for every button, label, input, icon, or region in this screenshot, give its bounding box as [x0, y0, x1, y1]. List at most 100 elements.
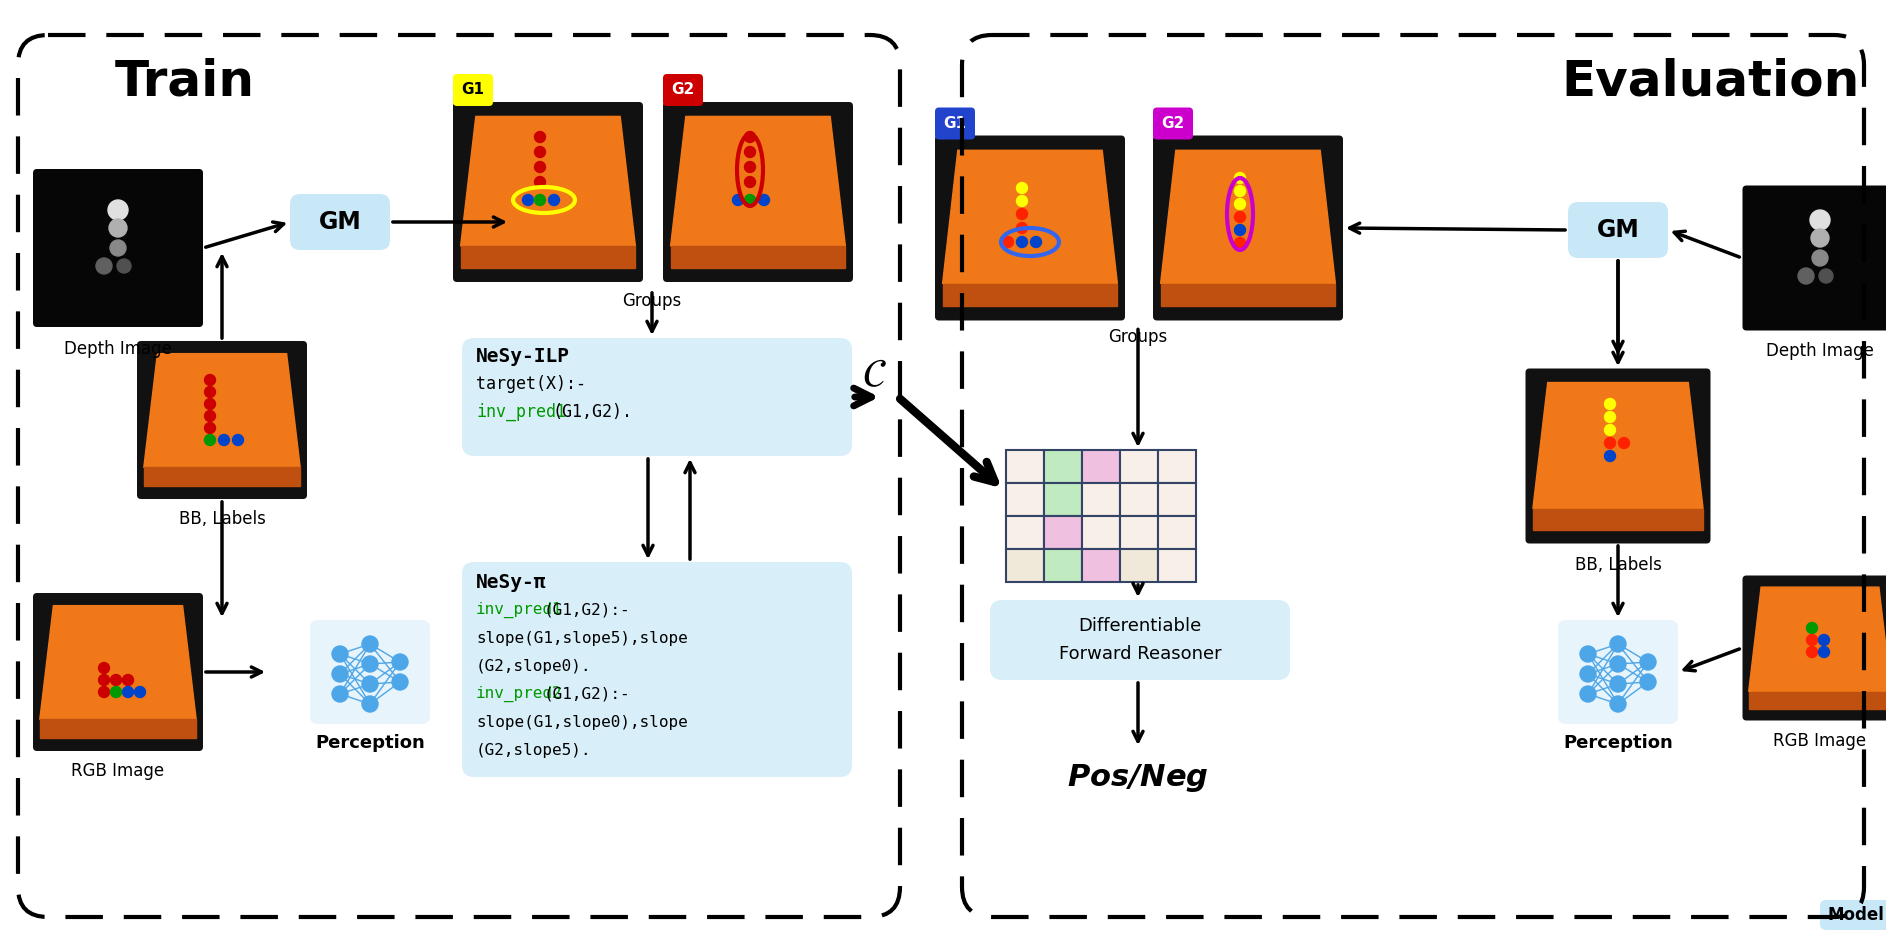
- Text: Evaluation: Evaluation: [1562, 58, 1860, 106]
- Circle shape: [362, 636, 377, 652]
- Circle shape: [111, 674, 121, 686]
- Circle shape: [109, 240, 126, 256]
- Text: BB, Labels: BB, Labels: [1575, 556, 1662, 574]
- Polygon shape: [460, 246, 636, 268]
- Polygon shape: [1533, 382, 1703, 509]
- Text: RGB Image: RGB Image: [72, 762, 164, 780]
- Circle shape: [745, 161, 756, 172]
- Polygon shape: [143, 467, 300, 486]
- Circle shape: [1017, 236, 1028, 248]
- Polygon shape: [1160, 284, 1335, 306]
- Circle shape: [123, 674, 134, 686]
- Bar: [1005, 549, 1045, 582]
- Text: NeSy-π: NeSy-π: [475, 573, 547, 592]
- FancyBboxPatch shape: [453, 74, 492, 106]
- Circle shape: [1017, 183, 1028, 193]
- Circle shape: [111, 687, 121, 697]
- Circle shape: [1641, 674, 1656, 690]
- Text: (G1,G2):-: (G1,G2):-: [543, 687, 630, 702]
- Polygon shape: [1533, 509, 1703, 529]
- Circle shape: [1235, 172, 1245, 184]
- FancyBboxPatch shape: [290, 194, 390, 250]
- Circle shape: [204, 411, 215, 421]
- Text: $\mathcal{C}$: $\mathcal{C}$: [862, 356, 886, 394]
- FancyBboxPatch shape: [1820, 900, 1886, 930]
- FancyBboxPatch shape: [32, 169, 204, 327]
- Circle shape: [1580, 646, 1596, 662]
- Bar: [1120, 450, 1158, 483]
- FancyBboxPatch shape: [309, 620, 430, 724]
- Circle shape: [1611, 636, 1626, 652]
- Circle shape: [96, 258, 111, 274]
- Bar: [1158, 549, 1196, 582]
- Polygon shape: [943, 151, 1117, 284]
- Circle shape: [204, 398, 215, 410]
- FancyBboxPatch shape: [1526, 368, 1711, 544]
- Text: inv_pred2: inv_pred2: [475, 686, 562, 702]
- Circle shape: [108, 200, 128, 220]
- Bar: [1083, 483, 1120, 516]
- Bar: [1045, 549, 1083, 582]
- Circle shape: [1611, 656, 1626, 672]
- Circle shape: [1017, 222, 1028, 234]
- Bar: [1005, 450, 1045, 483]
- Text: GM: GM: [319, 210, 362, 234]
- Text: GM: GM: [1597, 218, 1639, 242]
- Circle shape: [98, 687, 109, 697]
- Circle shape: [534, 194, 545, 205]
- Polygon shape: [40, 606, 196, 720]
- Text: (G2,slope5).: (G2,slope5).: [475, 742, 592, 757]
- Polygon shape: [1748, 691, 1886, 709]
- Circle shape: [392, 674, 407, 690]
- Text: G1: G1: [462, 83, 485, 98]
- Text: inv_pred1: inv_pred1: [475, 403, 566, 421]
- FancyBboxPatch shape: [1152, 107, 1194, 139]
- Circle shape: [362, 676, 377, 692]
- Circle shape: [1611, 676, 1626, 692]
- Circle shape: [534, 176, 545, 187]
- Text: target(X):-: target(X):-: [475, 375, 587, 393]
- FancyBboxPatch shape: [453, 102, 643, 282]
- Circle shape: [109, 219, 126, 237]
- Circle shape: [522, 194, 534, 205]
- Bar: [1083, 516, 1120, 549]
- Circle shape: [1818, 646, 1829, 658]
- Circle shape: [1605, 412, 1616, 423]
- FancyBboxPatch shape: [462, 338, 852, 456]
- FancyBboxPatch shape: [462, 562, 852, 777]
- Circle shape: [1811, 229, 1829, 247]
- Circle shape: [332, 686, 349, 702]
- Circle shape: [1605, 425, 1616, 435]
- FancyBboxPatch shape: [664, 74, 703, 106]
- Bar: [1120, 549, 1158, 582]
- Circle shape: [134, 687, 145, 697]
- Circle shape: [534, 147, 545, 157]
- Circle shape: [1030, 236, 1041, 248]
- Circle shape: [123, 687, 134, 697]
- Circle shape: [758, 194, 769, 205]
- Bar: [1158, 516, 1196, 549]
- Circle shape: [362, 656, 377, 672]
- Circle shape: [362, 696, 377, 712]
- Circle shape: [219, 434, 230, 446]
- FancyBboxPatch shape: [935, 107, 975, 139]
- Circle shape: [1605, 437, 1616, 448]
- Text: Groups: Groups: [1109, 329, 1167, 347]
- Bar: [1158, 483, 1196, 516]
- Text: BB, Labels: BB, Labels: [179, 510, 266, 528]
- Circle shape: [1807, 646, 1818, 658]
- Bar: [1158, 450, 1196, 483]
- Bar: [1120, 516, 1158, 549]
- Text: G2: G2: [671, 83, 694, 98]
- Circle shape: [98, 662, 109, 674]
- Text: (G2,slope0).: (G2,slope0).: [475, 658, 592, 674]
- Circle shape: [98, 674, 109, 686]
- Circle shape: [204, 434, 215, 446]
- Text: (G1,G2):-: (G1,G2):-: [543, 603, 630, 618]
- Text: $\bfit{Pos/Neg}$: $\bfit{Pos/Neg}$: [1067, 762, 1209, 794]
- Text: Perception: Perception: [315, 734, 424, 752]
- Circle shape: [117, 259, 130, 273]
- Polygon shape: [671, 246, 845, 268]
- Circle shape: [534, 132, 545, 142]
- Polygon shape: [40, 720, 196, 739]
